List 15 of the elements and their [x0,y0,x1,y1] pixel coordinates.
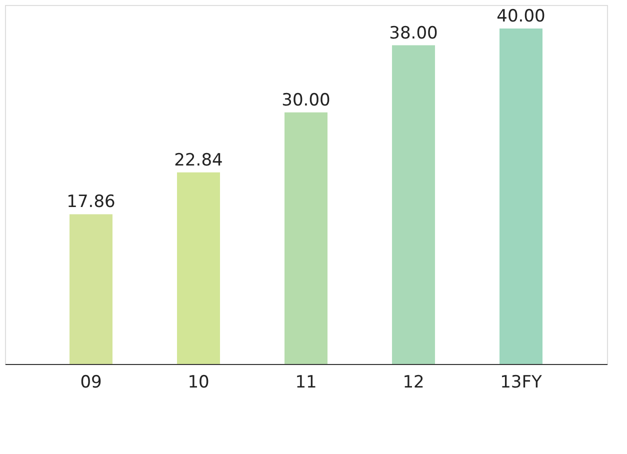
bar [392,45,435,364]
x-tick-label: 12 [402,372,424,392]
x-tick-label: 10 [188,372,210,392]
x-tick-label: 13FY [500,372,543,392]
bar [177,172,220,364]
bar [284,112,328,364]
x-tick-label: 11 [295,372,317,392]
data-label: 30.00 [282,90,330,110]
data-label: 40.00 [496,6,546,26]
bar [500,28,542,364]
data-label: 22.84 [174,150,223,170]
data-label: 38.00 [389,23,438,44]
bar [70,214,112,364]
data-label: 17.86 [66,192,116,212]
x-tick-label: 09 [80,372,102,392]
